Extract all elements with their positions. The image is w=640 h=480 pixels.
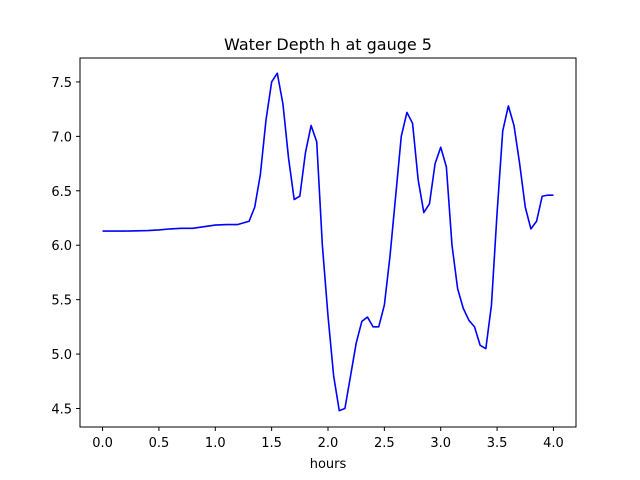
- x-axis: 0.0 0.5 1.0 1.5 2.0 2.5 3.0 3.5 4.0: [92, 427, 564, 451]
- plot-area: [102, 72, 554, 412]
- x-tick-label: 1.0: [205, 436, 226, 451]
- x-tick-label: 0.5: [149, 436, 170, 451]
- x-tick-label: 4.0: [543, 436, 564, 451]
- x-tick-label: 0.0: [92, 436, 113, 451]
- chart-title: Water Depth h at gauge 5: [224, 35, 432, 54]
- x-tick-label: 1.5: [261, 436, 282, 451]
- axes-frame: [79, 57, 577, 428]
- x-tick-label: 2.5: [374, 436, 395, 451]
- y-tick-label: 6.5: [51, 185, 72, 200]
- y-tick-label: 6.0: [51, 239, 72, 254]
- x-tick-label: 2.0: [318, 436, 339, 451]
- series-line-0: [102, 72, 554, 412]
- y-tick-label: 5.5: [51, 294, 72, 309]
- y-tick-label: 5.0: [51, 348, 72, 363]
- y-tick-label: 4.5: [51, 402, 72, 417]
- y-tick-label: 7.0: [51, 130, 72, 145]
- y-tick-label: 7.5: [51, 76, 72, 91]
- y-axis: 4.5 5.0 5.5 6.0 6.5 7.0 7.5: [51, 76, 80, 417]
- x-axis-label: hours: [310, 457, 347, 472]
- x-tick-label: 3.5: [487, 436, 508, 451]
- x-tick-label: 3.0: [430, 436, 451, 451]
